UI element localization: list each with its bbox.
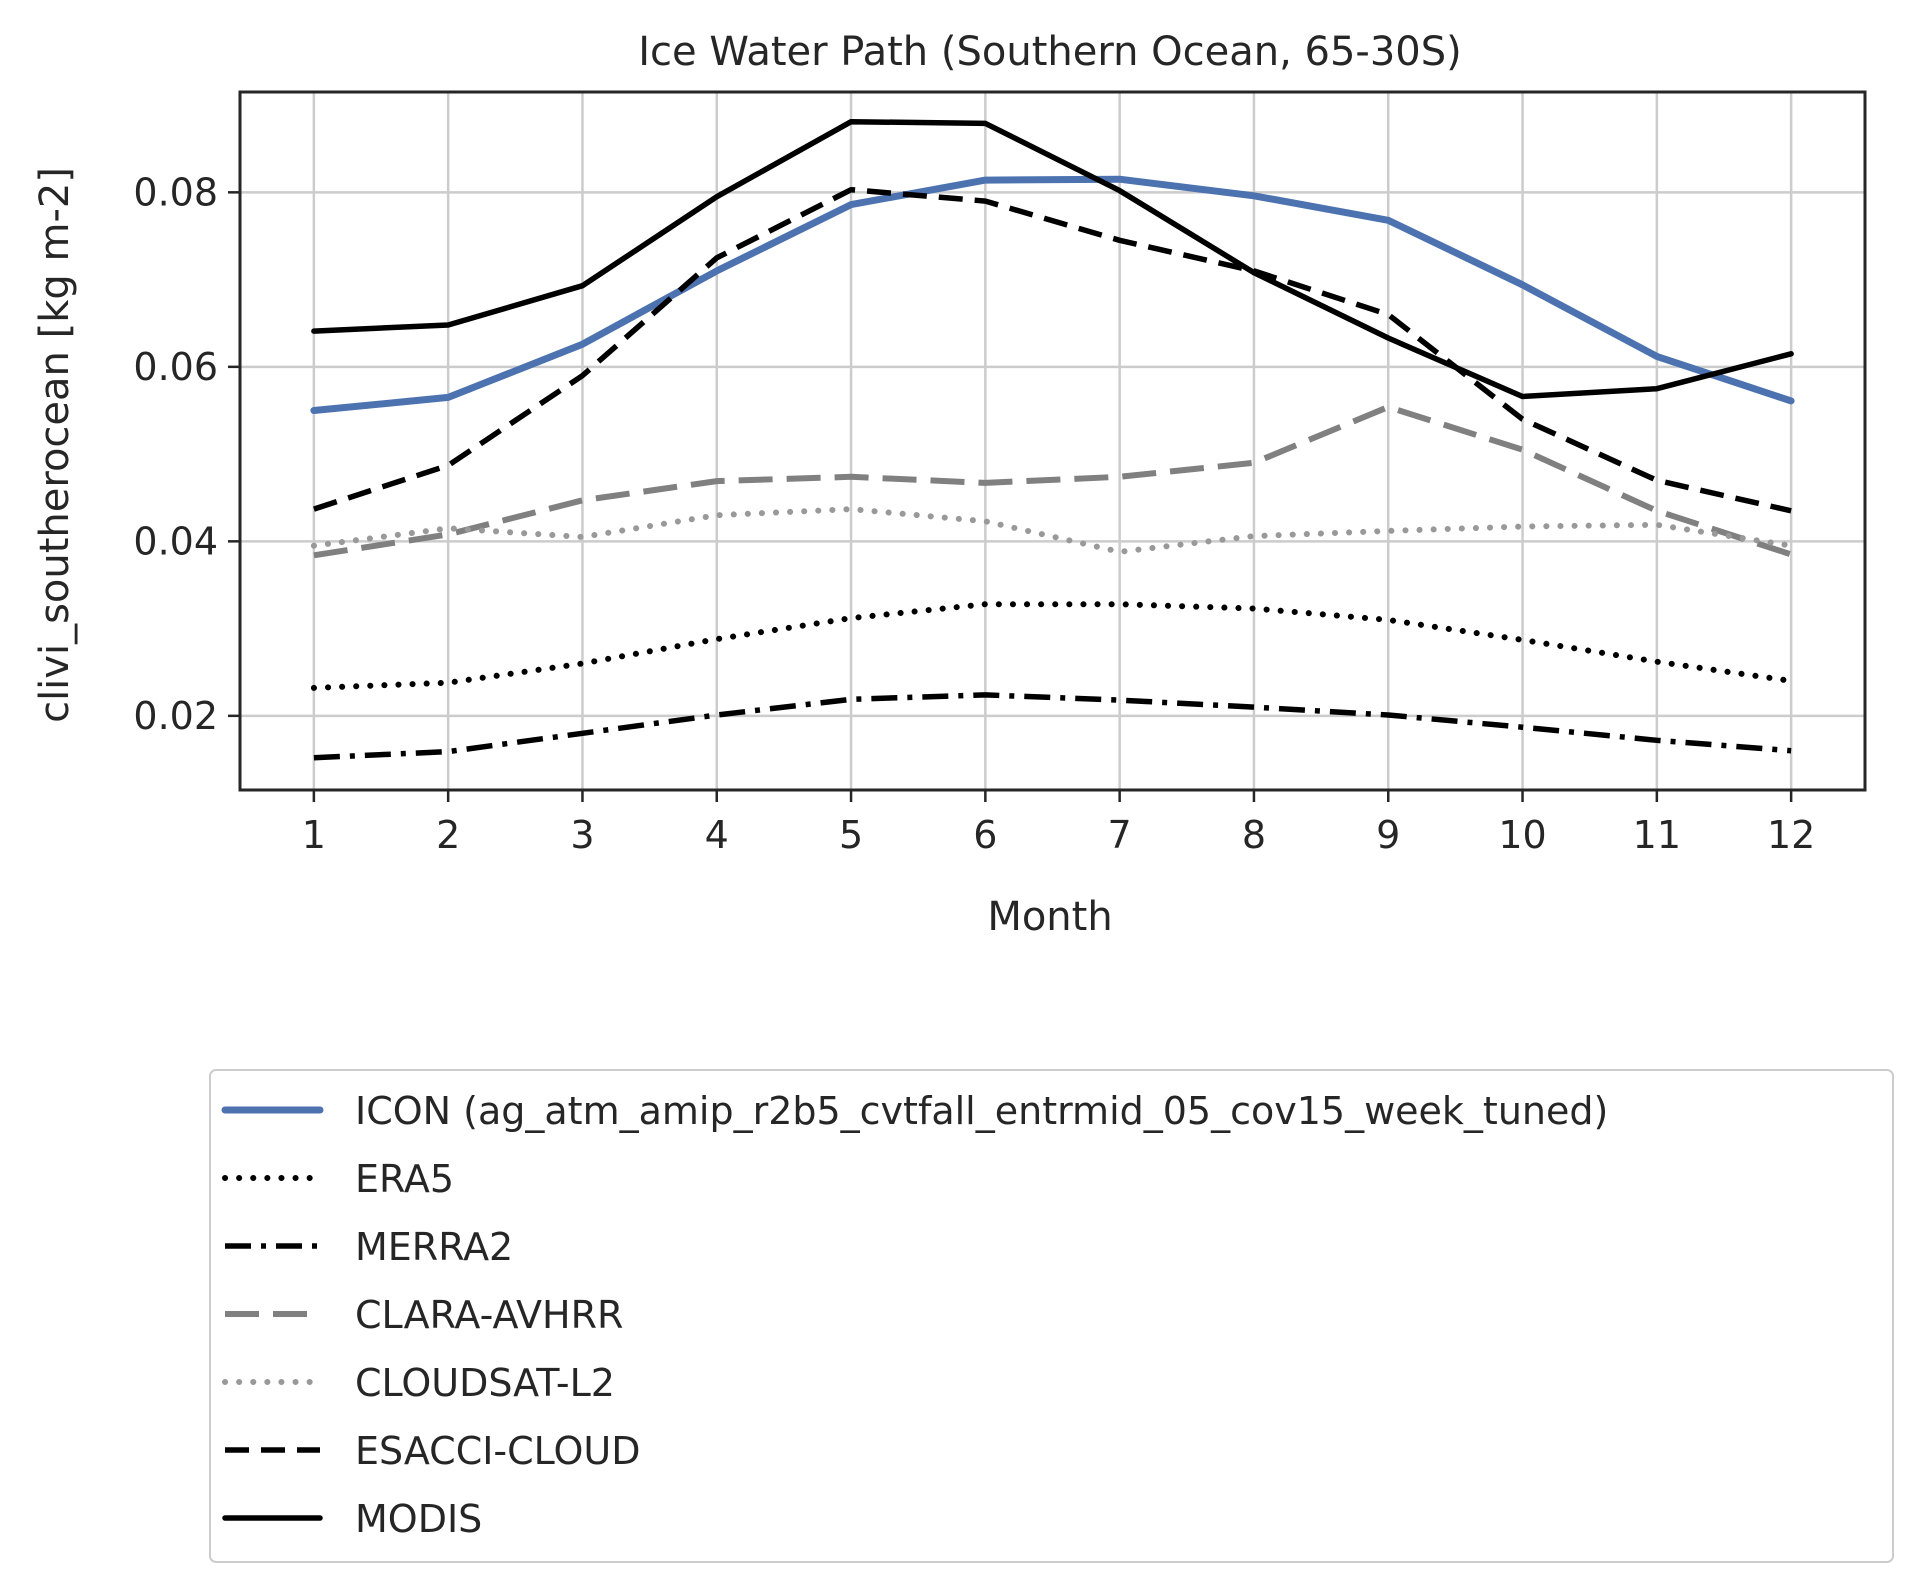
x-tick-label: 3 [570, 813, 594, 857]
legend-label: MODIS [355, 1497, 482, 1541]
y-tick-label: 0.04 [133, 519, 218, 563]
grid [240, 92, 1865, 790]
x-tick-label: 12 [1767, 813, 1815, 857]
legend-label: MERRA2 [355, 1225, 513, 1269]
series-line-5 [313, 186, 1792, 514]
x-tick-label: 2 [436, 813, 460, 857]
y-tick-label: 0.02 [133, 694, 218, 738]
legend-label: ICON (ag_atm_amip_r2b5_cvtfall_entrmid_0… [355, 1089, 1608, 1133]
x-tick-label: 10 [1498, 813, 1546, 857]
y-axis-ticks: 0.02 0.04 0.06 0.08 [133, 170, 240, 738]
series-line-2 [313, 692, 1792, 761]
x-axis-label: Month [987, 894, 1112, 940]
y-tick-label: 0.08 [133, 170, 218, 214]
chart-title: Ice Water Path (Southern Ocean, 65-30S) [638, 29, 1462, 75]
legend-label: CLOUDSAT-L2 [355, 1361, 615, 1405]
series-line-3 [313, 404, 1793, 559]
legend-frame [209, 1069, 1894, 1563]
x-axis-ticks: 1 2 3 4 5 6 7 8 9 10 11 12 [302, 790, 1815, 857]
series-line-1 [310, 601, 1795, 691]
series-line-6 [311, 118, 1794, 400]
legend: ICON (ag_atm_amip_r2b5_cvtfall_entrmid_0… [209, 1069, 1894, 1563]
legend-label: CLARA-AVHRR [355, 1293, 623, 1337]
x-tick-label: 1 [302, 813, 326, 857]
plot-frame [238, 90, 1867, 792]
x-tick-label: 9 [1376, 813, 1400, 857]
series-lines [310, 118, 1795, 761]
x-tick-label: 11 [1633, 813, 1681, 857]
y-tick-label: 0.06 [133, 345, 218, 389]
x-tick-label: 5 [839, 813, 863, 857]
legend-label: ESACCI-CLOUD [355, 1429, 640, 1473]
series-line-4 [310, 506, 1795, 555]
x-tick-label: 4 [705, 813, 729, 857]
y-axis-label: clivi_southerocean [kg m-2] [32, 167, 78, 723]
series-line-0 [310, 175, 1795, 414]
x-tick-label: 6 [973, 813, 997, 857]
x-tick-label: 8 [1242, 813, 1266, 857]
legend-label: ERA5 [355, 1157, 454, 1201]
x-tick-label: 7 [1108, 813, 1132, 857]
